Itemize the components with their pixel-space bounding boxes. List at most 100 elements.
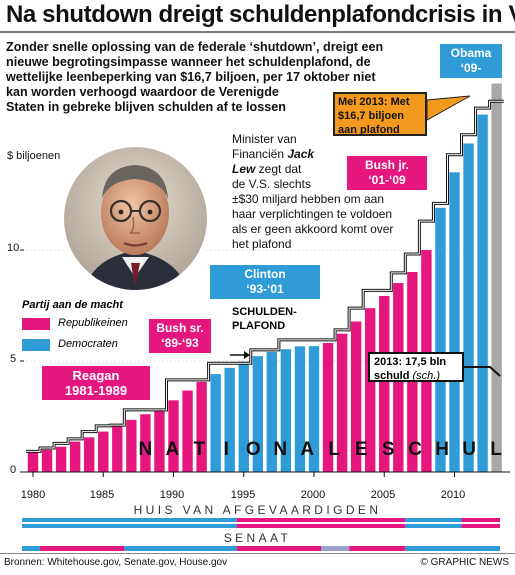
chart-title-letter: T	[194, 439, 206, 460]
bar-2000	[308, 346, 320, 472]
chart-title-letter: S	[382, 439, 395, 460]
quote-line-8: het plafond	[232, 237, 292, 251]
bar-1981	[41, 449, 53, 472]
bar-1990	[168, 400, 179, 472]
chart-title-letter: C	[408, 439, 422, 460]
house-strip-1995	[236, 518, 406, 522]
may-2013-pointer	[426, 95, 471, 121]
legend-title: Partij aan de macht	[22, 299, 123, 311]
chart-title-letter: L	[490, 439, 502, 460]
x-tick-1995: 1995	[230, 489, 256, 501]
callout-clinton: Clinton ‘93-‘01	[210, 265, 320, 299]
legend-label-democrat: Democraten	[58, 338, 118, 350]
house-strip-1979	[22, 524, 237, 528]
quote-line-4: de V.S. slechts	[232, 177, 311, 191]
quote-line-5: ±$30 miljard hebben om aan	[232, 192, 385, 206]
bar-1985	[98, 431, 109, 472]
chart-title-letter: O	[246, 439, 261, 460]
bar-1999	[294, 346, 306, 472]
chart-title-letter: E	[355, 439, 368, 460]
chart-title-letter: L	[328, 439, 340, 460]
senate-strip-1987	[124, 546, 237, 551]
footer-rule	[0, 553, 515, 554]
house-strip-1995	[236, 524, 406, 528]
senate-label: SENAAT	[223, 531, 292, 545]
ceiling-step-line-inner	[25, 100, 504, 452]
quote-line-1: Minister van	[232, 132, 297, 146]
lead-line-4: kan worden verhoogd waardoor de Verenigd…	[6, 85, 279, 99]
bar-1982	[55, 446, 67, 472]
bar-2002	[336, 333, 348, 472]
callout-reagan: Reagan 1981-1989	[42, 366, 150, 400]
bar-1984	[84, 437, 95, 472]
x-tick-2000: 2000	[300, 489, 326, 501]
ceiling-line	[25, 95, 504, 453]
sources: Bronnen: Whitehouse.gov, Senate.gov, Hou…	[4, 557, 228, 568]
bar-1980	[27, 451, 39, 472]
x-tick-1990: 1990	[159, 489, 185, 501]
debt-2013-pointer	[464, 366, 501, 377]
bar-1996	[252, 356, 263, 472]
x-tick-1980: 1980	[20, 489, 46, 501]
quote-line-7: als er geen akkoord komt over	[232, 222, 394, 236]
senate-strip-1995	[236, 546, 322, 551]
bar-2010	[449, 172, 460, 473]
chart-title-letter: N	[139, 439, 153, 460]
bar-2001	[322, 343, 334, 472]
lead-line-3: wettelijke leenbeperking van $16,7 biljo…	[6, 70, 376, 84]
bar-1992	[196, 381, 207, 472]
legend-swatch-democrat	[22, 339, 50, 351]
senate-strip-1979	[22, 546, 41, 551]
credit: © GRAPHIC NEWS	[420, 557, 510, 568]
title-rule	[0, 31, 515, 33]
lead-line-5: Staten in gebreke blijven schulden af te…	[6, 100, 286, 114]
annotation-debt-2013: 2013: 17,5 bln schuld (sch.)	[368, 352, 464, 382]
bar-1988	[140, 414, 151, 472]
jack-lew-portrait	[64, 147, 207, 290]
senate-strip-2003	[349, 546, 406, 551]
chart-title-letter: H	[435, 439, 449, 460]
callout-bush-jr: Bush jr. ‘01-‘09	[347, 156, 427, 190]
bar-1989	[154, 408, 165, 472]
bar-1986	[112, 424, 123, 472]
house-strip-2007	[405, 518, 462, 522]
y-tick-0: 0	[10, 464, 17, 476]
bar-1995	[238, 361, 249, 472]
bar-1997	[266, 351, 278, 472]
quote-name-last: Lew	[232, 162, 256, 176]
callout-obama: Obama ‘09-	[440, 44, 502, 78]
house-strip-1979	[22, 518, 237, 522]
headline: Na shutdown dreigt schuldenplafondcrisis…	[6, 1, 515, 28]
house-label: HUIS VAN AFGEVAARDIGDEN	[133, 503, 382, 517]
bar-1991	[182, 390, 193, 472]
bar-1993	[210, 374, 221, 472]
bar-1983	[69, 441, 81, 472]
bar-2011	[463, 143, 474, 472]
y-tick-10: 10	[7, 242, 20, 254]
bar-2005	[379, 295, 390, 472]
annotation-ceiling: SCHULDEN- PLAFOND	[232, 306, 297, 332]
x-tick-2005: 2005	[370, 489, 396, 501]
senate-strip-2007	[405, 546, 500, 551]
chart-title-letter: N	[273, 439, 287, 460]
bar-2012	[477, 114, 488, 472]
quote-line-3: Lew zegt dat	[232, 162, 302, 176]
quote-name-first: Jack	[287, 147, 315, 161]
ceiling-pointer-head	[244, 351, 250, 359]
y-tick-5: 5	[10, 353, 17, 365]
bar-1987	[126, 419, 137, 472]
house-strip-2011	[461, 524, 500, 528]
congress-strips	[22, 518, 500, 551]
bar-2003	[350, 321, 362, 472]
lead-line-2: nieuwe begrotingsimpasse wanneer het sch…	[6, 55, 371, 69]
chart-title-letter: A	[166, 439, 180, 460]
chart-title-letter: A	[300, 439, 314, 460]
legend-swatch-republican	[22, 318, 50, 330]
senate-strip-2001	[321, 546, 350, 551]
lead-line-1: Zonder snelle oplossing van de federale …	[6, 40, 384, 54]
callout-bush-sr: Bush sr. ‘89-‘93	[149, 319, 211, 353]
bar-1994	[224, 367, 235, 472]
annotation-may-2013: Mei 2013: Met $16,7 biljoen aan plafond	[333, 92, 427, 136]
house-strip-2007	[405, 524, 462, 528]
